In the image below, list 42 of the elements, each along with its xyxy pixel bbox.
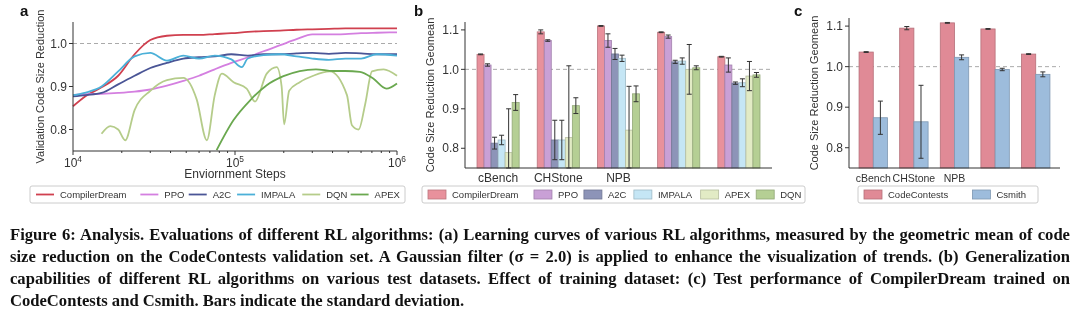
legend-label: DQN — [326, 189, 348, 200]
x-tick-label: CHStone — [892, 172, 936, 184]
x-tick-label: NPB — [606, 171, 631, 185]
legend-label: IMPALA — [261, 189, 296, 200]
y-tick-label: 1.0 — [50, 36, 68, 51]
chart-title: b — [414, 2, 424, 19]
chart-title: a — [20, 2, 29, 19]
x-tick-label: 10$^{5}$ — [225, 154, 245, 170]
legend-label: CompilerDream — [60, 189, 127, 200]
caption: Figure 6: Analysis. Evaluations of different RL algorithms: (a) Learning curves of various RL algorithms, measured by the geometric mean of code size reduction on the CodeContests validation set. A Gaussian filter (σ = 2.0) is applied to enhance the visualization of trends. (b) Generalization capabilities of different RL algorithms on various test datasets. Effect of training dataset: (c) Test performance of CompilerDream trained on CodeContests and Csmith. Bars indicate the standard deviation. — [10, 224, 1070, 312]
y-tick-label: 0.9 — [826, 100, 844, 115]
x-tick-label: NPB — [943, 172, 966, 184]
legend-label: APEX — [724, 189, 751, 200]
legend-label: PPO — [557, 189, 579, 200]
y-tick-label: 0.8 — [826, 140, 844, 155]
legend-label: CodeContests — [888, 189, 949, 200]
legend-label: A2C — [212, 189, 232, 200]
y-tick-label: 0.9 — [442, 102, 460, 117]
x-tick-label: 10$^{6}$ — [387, 154, 407, 170]
x-tick-label: cBench — [855, 172, 891, 184]
y-tick-label: 1.0 — [442, 62, 460, 77]
legend-label: Csmith — [996, 189, 1026, 200]
x-axis-title: Enviornment Steps — [184, 167, 286, 181]
y-tick-label: 1.1 — [442, 23, 460, 38]
x-tick-label: CHStone — [533, 171, 583, 185]
legend-label: IMPALA — [657, 189, 693, 200]
y-tick-label: 0.8 — [442, 141, 460, 156]
legend-label: APEX — [374, 189, 401, 200]
legend-label: CompilerDream — [452, 189, 519, 200]
y-axis-title: Validation Code Size Reduction — [34, 9, 46, 164]
legend-label: DQN — [780, 189, 802, 200]
legend-label: PPO — [164, 189, 185, 200]
chart-title: c — [794, 2, 803, 19]
y-tick-label: 0.8 — [50, 122, 68, 137]
x-tick-label: cBench — [478, 171, 519, 185]
y-tick-label: 1.0 — [826, 59, 844, 74]
y-tick-label: 0.9 — [50, 79, 68, 94]
y-axis-title: Code Size Reduction Geomean — [808, 15, 820, 171]
x-tick-label: 10$^{4}$ — [63, 154, 83, 170]
legend-label: A2C — [607, 189, 627, 200]
y-tick-label: 1.1 — [826, 19, 844, 34]
y-axis-title: Code Size Reduction Geomean — [424, 17, 436, 173]
